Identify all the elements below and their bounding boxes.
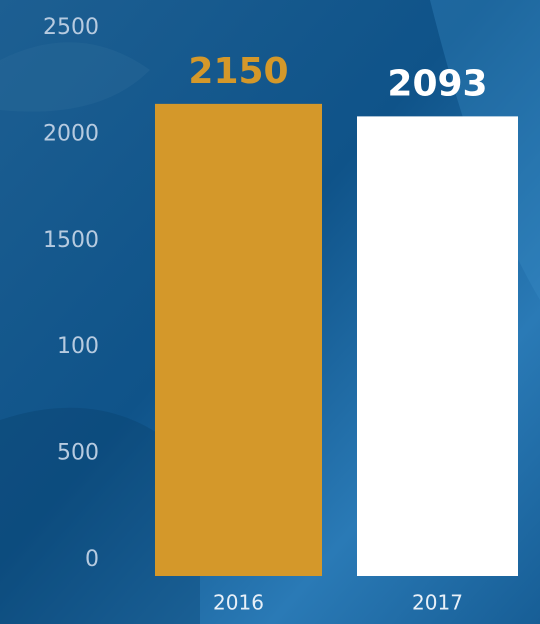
value-label: 2093: [387, 63, 487, 104]
bar: [357, 116, 518, 576]
background-texture: [0, 407, 200, 624]
bar: [155, 103, 322, 577]
y-tick-label: 2500: [43, 15, 99, 40]
y-tick-label: 0: [85, 547, 99, 572]
y-tick-label: 100: [57, 334, 99, 359]
y-tick-label: 500: [57, 441, 99, 466]
background-texture: [0, 42, 150, 112]
y-tick-label: 1500: [43, 228, 99, 253]
y-tick-label: 2000: [43, 121, 99, 146]
x-tick-label: 2017: [412, 591, 463, 615]
value-label: 2150: [188, 51, 288, 92]
x-tick-label: 2016: [213, 591, 264, 615]
